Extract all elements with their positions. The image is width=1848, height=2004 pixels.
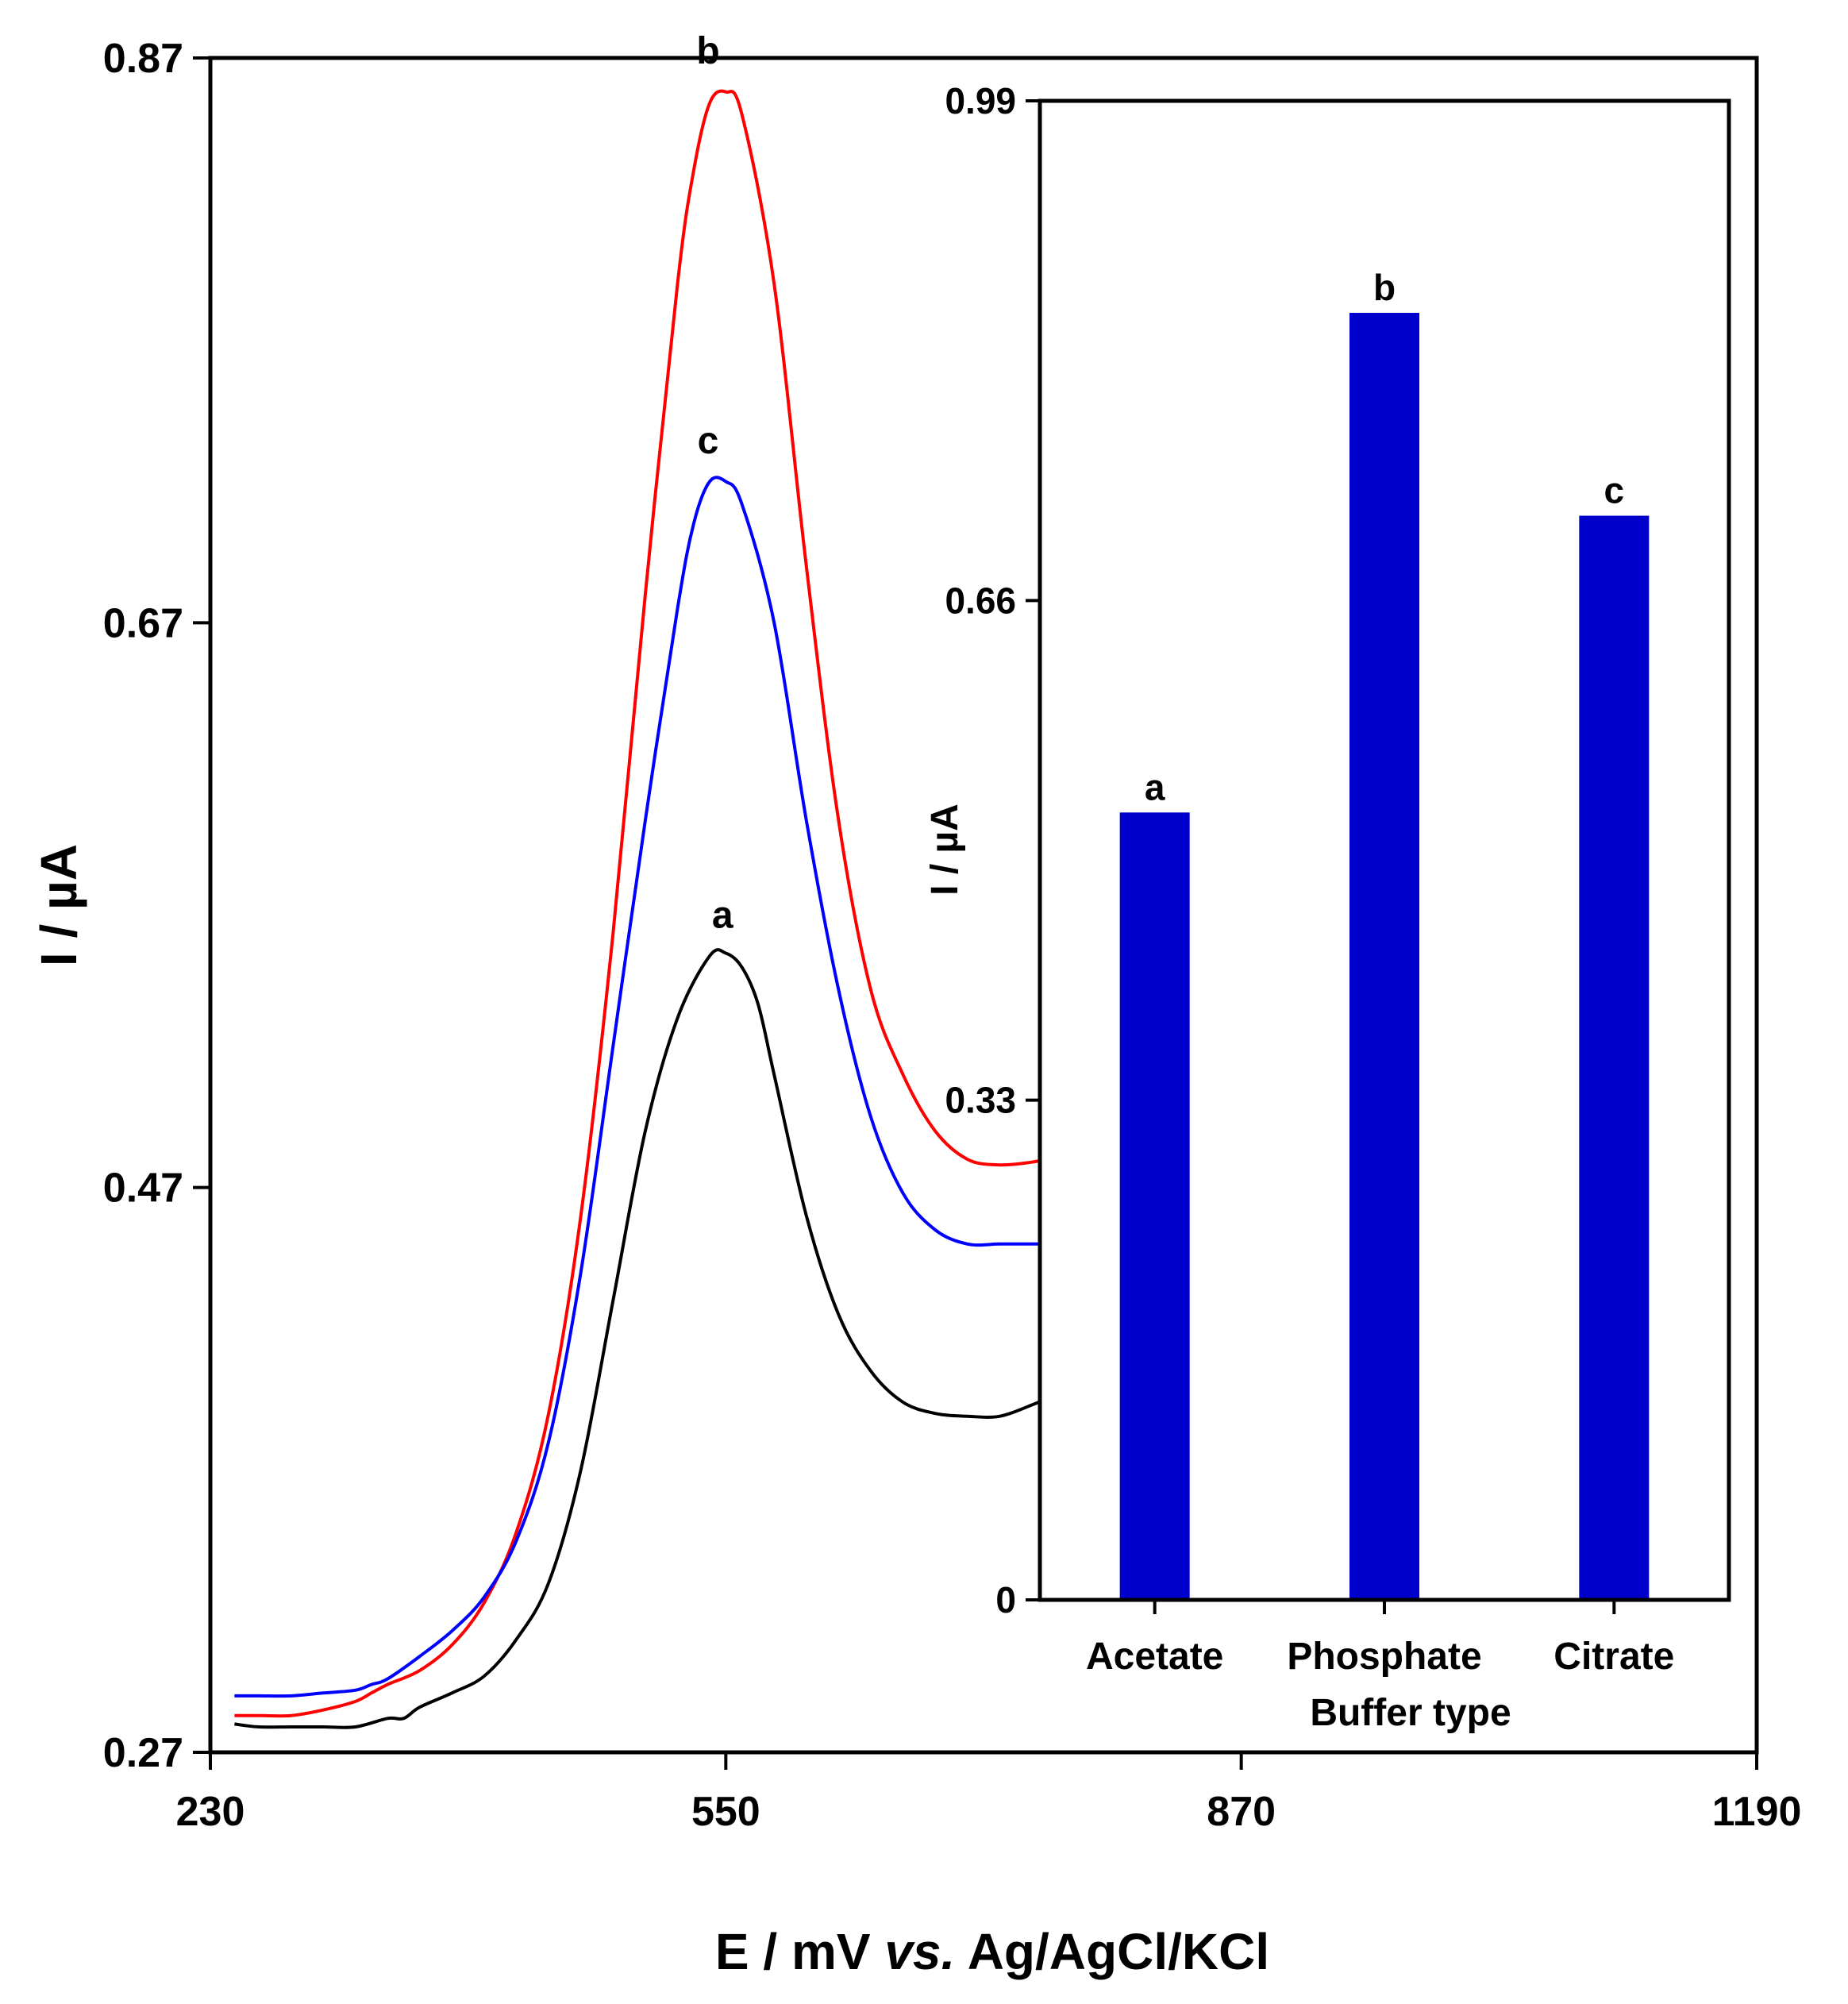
y-tick-label: 0.47 (103, 1166, 183, 1212)
bar-label-a: a (1145, 766, 1165, 807)
bar-label-c: c (1604, 470, 1625, 511)
inset-y-axis-title: I / µA (924, 804, 966, 896)
y-tick-label: 0.27 (103, 1730, 183, 1776)
x-tick-label: 870 (1207, 1789, 1276, 1835)
y-tick-label: 0.67 (103, 600, 183, 646)
inset-plot: a b c 0 0.33 0.66 0.99 Acetate Phosphate Citrat… (924, 80, 1731, 1734)
inset-x-axis-title: Buffer type (1310, 1692, 1511, 1734)
main-curves (234, 89, 1045, 1729)
bar-phosphate (1349, 312, 1419, 1601)
x-tick-label: 1190 (1712, 1789, 1802, 1835)
curve-label-c: c (698, 420, 719, 462)
curve-a (234, 948, 1045, 1729)
inset-y-tick-label: 0.33 (945, 1080, 1016, 1121)
x-title-suffix: Ag/AgCl/KCl (955, 1923, 1269, 1980)
main-y-ticks: 0.27 0.47 0.67 0.87 (103, 36, 210, 1776)
main-x-ticks: 230 550 870 1190 (176, 1752, 1802, 1835)
inset-x-labels: Acetate Phosphate Citrate (1086, 1600, 1674, 1678)
inset-y-tick-label: 0.99 (945, 80, 1016, 121)
bar-acetate (1119, 812, 1190, 1600)
inset-y-tick-label: 0 (995, 1579, 1016, 1621)
main-y-axis-title: I / µA (30, 844, 87, 966)
main-plot: a b c 230 550 870 1190 0.27 0.47 0.67 0.87 I / µ… (30, 30, 1801, 1980)
x-tick-label: 230 (176, 1789, 245, 1835)
inset-y-tick-label: 0.66 (945, 580, 1016, 621)
bar-label-b: b (1373, 267, 1396, 308)
x-tick-label: 550 (691, 1789, 760, 1835)
bar-citrate (1579, 515, 1650, 1600)
curve-label-a: a (712, 894, 733, 936)
curve-c (234, 476, 1045, 1698)
x-title-prefix: E / mV (715, 1923, 884, 1980)
inset-category-label: Acetate (1086, 1636, 1223, 1678)
y-tick-label: 0.87 (103, 36, 183, 82)
main-plot-frame (208, 56, 1759, 1755)
curve-b (234, 89, 1045, 1718)
curve-label-b: b (696, 30, 719, 72)
x-title-italic: vs. (884, 1923, 955, 1980)
inset-category-label: Citrate (1553, 1636, 1674, 1678)
main-x-axis-title: E / mV vs. Ag/AgCl/KCl (715, 1923, 1269, 1980)
main-annotations: a b c (696, 30, 733, 936)
inset-y-ticks: 0 0.33 0.66 0.99 (945, 80, 1040, 1621)
inset-bars: a b c (1119, 267, 1650, 1601)
inset-category-label: Phosphate (1287, 1636, 1481, 1678)
